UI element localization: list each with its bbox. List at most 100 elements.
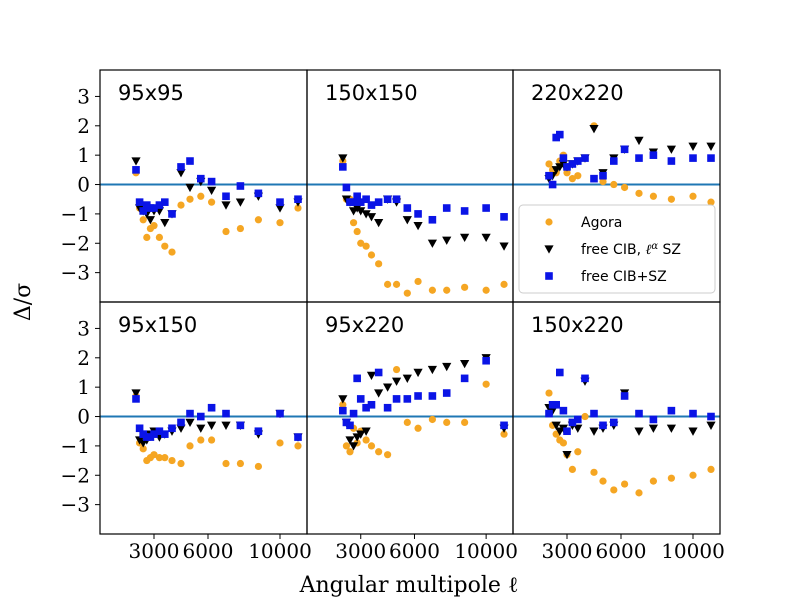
data-point: [461, 283, 469, 291]
data-point: [353, 227, 361, 236]
data-point: [443, 286, 451, 294]
data-point: [599, 171, 607, 180]
data-point: [610, 157, 618, 165]
data-point: [688, 427, 698, 436]
data-point: [667, 157, 676, 165]
data-point: [589, 125, 599, 134]
data-point: [131, 389, 141, 398]
data-point: [666, 145, 676, 154]
data-point: [545, 389, 553, 397]
data-point: [460, 359, 470, 369]
data-point: [481, 233, 491, 242]
data-point: [383, 195, 392, 204]
y-tick-label: −3: [61, 261, 90, 285]
data-point: [176, 169, 186, 178]
x-tick-label: 6000: [183, 539, 234, 563]
data-point: [208, 198, 216, 206]
data-point: [161, 198, 169, 206]
data-point: [197, 436, 205, 444]
data-point: [460, 207, 469, 215]
legend-label: free CIB, ℓα SZ: [581, 241, 681, 259]
data-point: [402, 374, 412, 383]
data-point: [460, 233, 470, 242]
data-point: [562, 451, 572, 460]
data-point: [391, 377, 402, 386]
data-point: [413, 368, 423, 378]
x-tick-label: 6000: [389, 539, 440, 563]
data-point: [559, 406, 568, 415]
data-point: [160, 219, 170, 228]
legend-entry: Agora: [545, 215, 622, 231]
data-point: [236, 459, 244, 468]
data-point: [235, 198, 245, 207]
data-point: [545, 409, 553, 418]
data-point: [342, 442, 351, 450]
data-point: [139, 207, 147, 215]
data-point: [620, 145, 629, 154]
data-point: [339, 406, 347, 415]
panel-title: 150x150: [325, 81, 418, 105]
x-tick-label: 3000: [129, 539, 180, 563]
data-point: [545, 160, 553, 168]
data-point: [196, 424, 206, 433]
data-point: [634, 136, 644, 146]
panel-95x150: 95x150: [99, 301, 308, 535]
data-point: [500, 213, 508, 221]
data-point: [574, 415, 582, 424]
series-free-cib-sz: [131, 389, 303, 448]
data-point: [155, 233, 163, 241]
data-point: [374, 198, 383, 206]
y-tick-label: −1: [61, 202, 90, 226]
data-point: [207, 403, 216, 412]
data-point: [581, 374, 589, 383]
data-point: [276, 409, 284, 418]
data-point: [574, 172, 582, 180]
data-point: [168, 210, 176, 218]
data-point: [707, 154, 715, 162]
data-point: [590, 409, 598, 418]
data-point: [349, 198, 358, 206]
data-point: [236, 182, 245, 190]
data-point: [357, 239, 365, 247]
data-point: [689, 409, 697, 418]
data-point: [254, 189, 263, 198]
data-point: [635, 189, 643, 197]
series-agora: [339, 157, 508, 297]
data-point: [362, 195, 370, 204]
data-point: [353, 374, 361, 383]
data-point: [610, 486, 618, 494]
data-point: [599, 421, 607, 430]
data-point: [342, 183, 351, 192]
series-agora: [132, 169, 302, 256]
data-point: [139, 216, 147, 224]
data-point: [392, 395, 401, 403]
data-point: [168, 424, 176, 433]
data-point: [568, 175, 577, 183]
panel-150x220: 150x220: [512, 301, 721, 535]
legend-label: free CIB+SZ: [581, 269, 667, 285]
y-tick-label: −2: [61, 463, 90, 487]
legend-marker: [545, 272, 553, 280]
data-point: [168, 456, 176, 465]
data-point: [500, 430, 508, 438]
data-point: [634, 427, 644, 436]
data-point: [338, 395, 348, 404]
data-point: [442, 362, 452, 372]
data-point: [620, 392, 629, 400]
data-point: [482, 204, 490, 212]
data-point: [356, 198, 365, 206]
data-point: [548, 180, 557, 189]
data-point: [186, 195, 194, 203]
series-free-cib-sz: [339, 163, 508, 224]
data-point: [139, 445, 147, 453]
panel-frame: [512, 301, 721, 535]
data-point: [366, 371, 377, 381]
data-point: [374, 368, 383, 377]
data-point: [599, 477, 607, 485]
y-tick-label: −1: [61, 434, 90, 458]
data-point: [621, 183, 629, 192]
data-point: [414, 210, 422, 218]
data-point: [236, 421, 245, 430]
series-free-cib-sz: [545, 368, 715, 436]
data-point: [254, 427, 263, 436]
